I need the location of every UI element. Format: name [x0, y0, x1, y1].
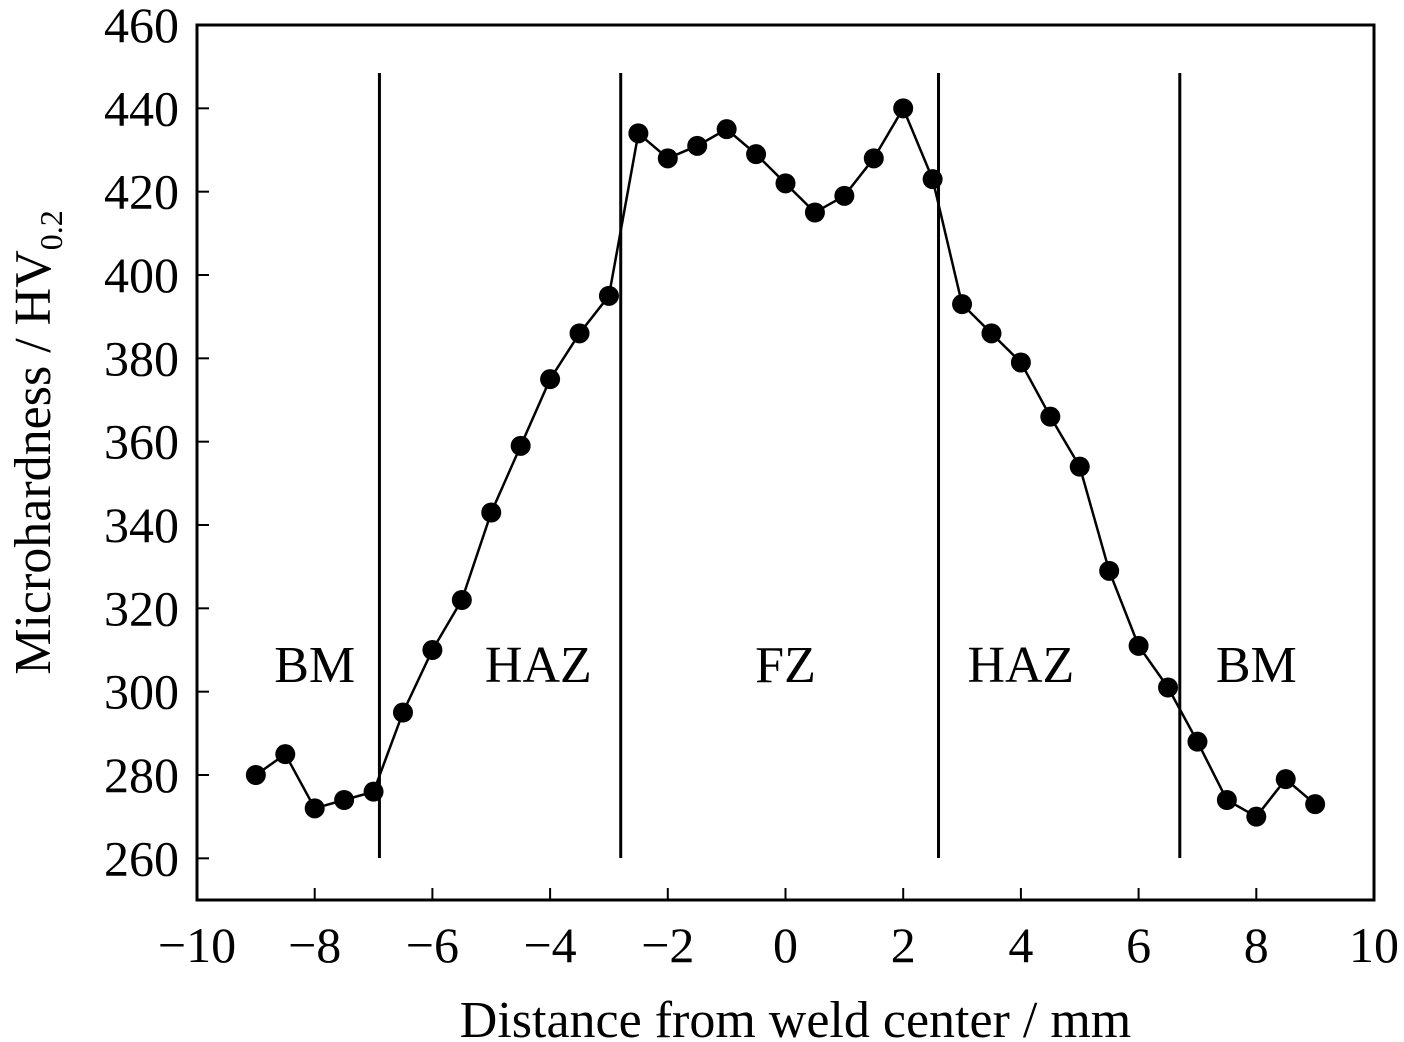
data-point [775, 173, 796, 194]
region-label-bm: BM [274, 637, 355, 694]
region-label-bm: BM [1216, 637, 1297, 694]
region-label-haz: HAZ [485, 637, 592, 694]
x-axis-title: Distance from weld center / mm [460, 992, 1131, 1042]
data-point [334, 790, 355, 810]
data-point [687, 135, 708, 156]
data-point [1187, 731, 1208, 752]
data-point [481, 502, 502, 523]
y-tick-label: 400 [104, 247, 179, 303]
data-point [363, 781, 384, 802]
x-tick-label: 2 [891, 917, 916, 973]
data-point [1040, 406, 1061, 427]
data-point [245, 765, 266, 785]
data-point [952, 294, 973, 315]
data-series [245, 98, 1326, 827]
x-tick-label: 6 [1126, 917, 1151, 973]
data-point [1216, 790, 1237, 810]
x-tick-label: 4 [1008, 917, 1033, 973]
region-labels: BM HAZ FZ HAZ BM [274, 637, 1297, 694]
x-tick-label: −6 [406, 917, 459, 973]
y-tick-label: 420 [104, 164, 179, 220]
plot-frame [195, 23, 1376, 902]
series-line [255, 105, 1316, 819]
y-tick-labels: 260 280 300 320 340 360 380 400 420 440 460 [104, 0, 179, 886]
data-point [1158, 677, 1179, 698]
data-point [392, 702, 413, 723]
data-point [893, 98, 914, 119]
data-point [275, 744, 296, 765]
y-axis-title: Microhardness / HV0.2 [5, 210, 69, 675]
data-point [451, 590, 472, 610]
y-tick-label: 380 [104, 330, 179, 386]
data-point [510, 435, 531, 456]
data-point [598, 285, 619, 306]
y-tick-label: 280 [104, 747, 179, 803]
data-point [1246, 806, 1267, 827]
data-point [1275, 769, 1296, 790]
x-tick-label: 10 [1349, 917, 1399, 973]
y-tick-label: 360 [104, 414, 179, 470]
x-tick-label: −8 [288, 917, 341, 973]
x-tick-label: −4 [523, 917, 576, 973]
x-tick-labels: −10 −8 −6 −4 −2 0 2 4 6 8 10 [158, 917, 1399, 973]
data-point [834, 185, 855, 206]
data-point [981, 323, 1002, 344]
y-tick-label: 340 [104, 497, 179, 553]
data-point [1010, 352, 1031, 373]
data-point [569, 323, 590, 344]
y-axis-title-subscript: 0.2 [33, 210, 69, 250]
x-tick-label: 0 [773, 917, 798, 973]
data-point [1305, 794, 1326, 815]
y-tick-label: 260 [104, 830, 179, 886]
data-point [1099, 560, 1120, 581]
axis-ticks [196, 24, 1375, 900]
data-point [628, 123, 649, 144]
region-label-haz: HAZ [967, 637, 1074, 694]
data-point [922, 169, 943, 190]
data-point [863, 148, 884, 169]
y-tick-label: 300 [104, 664, 179, 720]
y-tick-label: 440 [104, 80, 179, 136]
data-point [304, 798, 325, 819]
data-point [1069, 456, 1090, 477]
data-point [540, 369, 561, 390]
data-point [422, 640, 443, 660]
x-tick-label: −10 [158, 917, 236, 973]
y-tick-label: 460 [104, 0, 179, 53]
y-axis-title-main: Microhardness / HV [5, 250, 62, 675]
data-point [746, 144, 767, 165]
region-label-fz: FZ [755, 637, 816, 694]
x-tick-label: −2 [641, 917, 694, 973]
data-point [657, 148, 678, 169]
data-point [1128, 635, 1149, 656]
data-point [716, 119, 737, 140]
x-tick-label: 8 [1244, 917, 1269, 973]
data-point [804, 202, 825, 223]
y-tick-label: 320 [104, 580, 179, 636]
